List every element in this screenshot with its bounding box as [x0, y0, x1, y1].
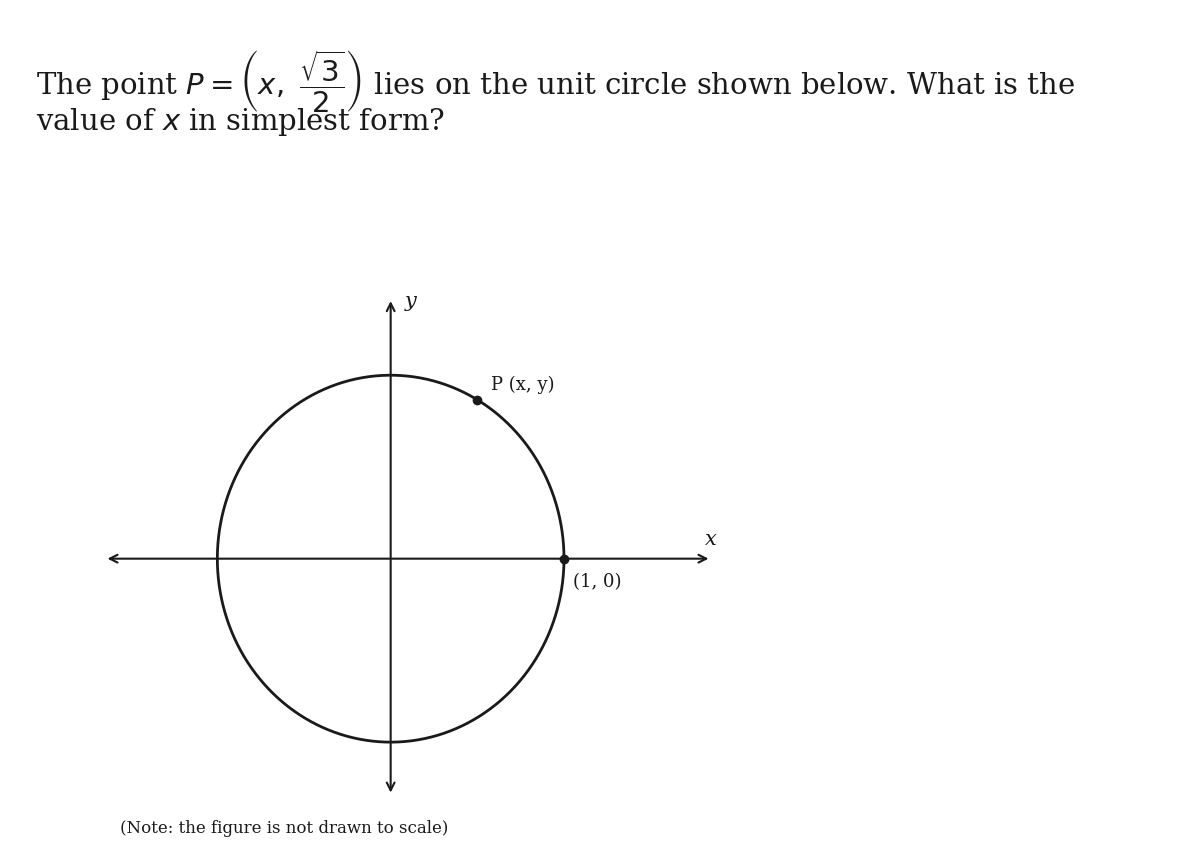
Text: P (x, y): P (x, y) [491, 376, 554, 394]
Text: x: x [704, 530, 716, 549]
Text: y: y [404, 293, 416, 312]
Text: value of $x$ in simplest form?: value of $x$ in simplest form? [36, 106, 445, 138]
Text: The point $P = \left(x,\ \dfrac{\sqrt{3}}{2}\right)$ lies on the unit circle sho: The point $P = \left(x,\ \dfrac{\sqrt{3}… [36, 48, 1075, 114]
Text: (Note: the figure is not drawn to scale): (Note: the figure is not drawn to scale) [120, 820, 449, 838]
Text: (1, 0): (1, 0) [572, 573, 622, 591]
